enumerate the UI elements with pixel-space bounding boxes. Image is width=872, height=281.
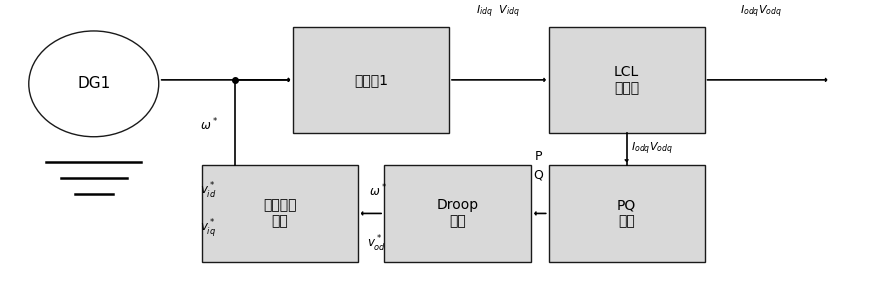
Text: Droop
控制: Droop 控制 <box>437 198 479 228</box>
Text: 逆变器1: 逆变器1 <box>354 73 388 87</box>
Bar <box>548 27 705 133</box>
Bar <box>202 164 358 262</box>
Text: PQ
控制: PQ 控制 <box>617 198 637 228</box>
Text: $v_{od}^*$: $v_{od}^*$ <box>367 234 386 254</box>
Text: $v_{id}^*$: $v_{id}^*$ <box>201 181 217 201</box>
Text: 电压电流
控制: 电压电流 控制 <box>263 198 296 228</box>
Text: $\omega^*$: $\omega^*$ <box>201 117 218 133</box>
Text: LCL
滤波器: LCL 滤波器 <box>614 65 639 95</box>
Text: $v_{iq}^*$: $v_{iq}^*$ <box>201 218 216 240</box>
Text: P: P <box>535 150 542 163</box>
Bar <box>548 164 705 262</box>
Text: $I_{odq}V_{odq}$: $I_{odq}V_{odq}$ <box>739 4 782 21</box>
Text: DG1: DG1 <box>77 76 111 91</box>
Text: Q: Q <box>534 169 543 182</box>
Bar <box>384 164 531 262</box>
Text: $I_{odq}V_{odq}$: $I_{odq}V_{odq}$ <box>631 140 673 157</box>
Text: $\omega^*$: $\omega^*$ <box>369 183 386 199</box>
Bar <box>293 27 449 133</box>
Ellipse shape <box>29 31 159 137</box>
Text: $I_{idq}$  $V_{idq}$: $I_{idq}$ $V_{idq}$ <box>476 4 521 21</box>
